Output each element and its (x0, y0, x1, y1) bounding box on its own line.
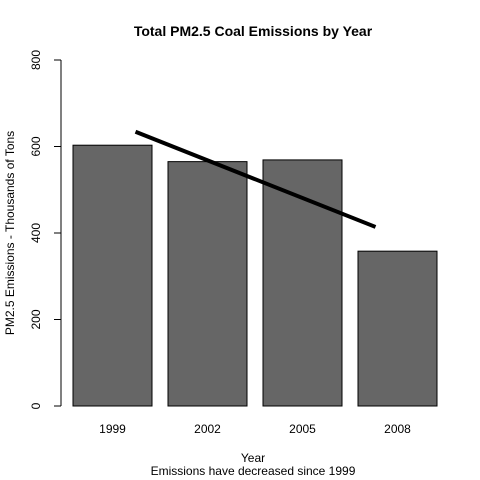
bar-1999 (72, 144, 153, 407)
bars (72, 144, 438, 407)
y-tick-label-0: 0 (29, 402, 43, 409)
y-tick-label-200: 200 (29, 309, 43, 329)
x-tick-labels: 1999 2002 2005 2008 (99, 422, 411, 436)
y-tick-label-400: 400 (29, 223, 43, 243)
y-tick-label-600: 600 (29, 136, 43, 156)
y-tick-label-800: 800 (29, 50, 43, 70)
bar-2002 (167, 161, 248, 407)
chart-subtitle: Emissions have decreased since 1999 (151, 464, 356, 478)
chart-title: Total PM2.5 Coal Emissions by Year (134, 23, 373, 39)
x-tick-label-2002: 2002 (194, 422, 221, 436)
x-tick-label-2008: 2008 (384, 422, 411, 436)
trend-line-group (134, 129, 377, 229)
trend-line (134, 129, 377, 229)
y-axis: 0 200 400 600 800 (29, 50, 62, 409)
x-tick-label-1999: 1999 (99, 422, 126, 436)
y-axis-label: PM2.5 Emissions - Thousands of Tons (3, 131, 17, 335)
x-axis-label: Year (241, 451, 265, 465)
bar-2008 (357, 250, 438, 407)
bar-2005 (262, 159, 343, 407)
x-tick-label-2005: 2005 (289, 422, 316, 436)
